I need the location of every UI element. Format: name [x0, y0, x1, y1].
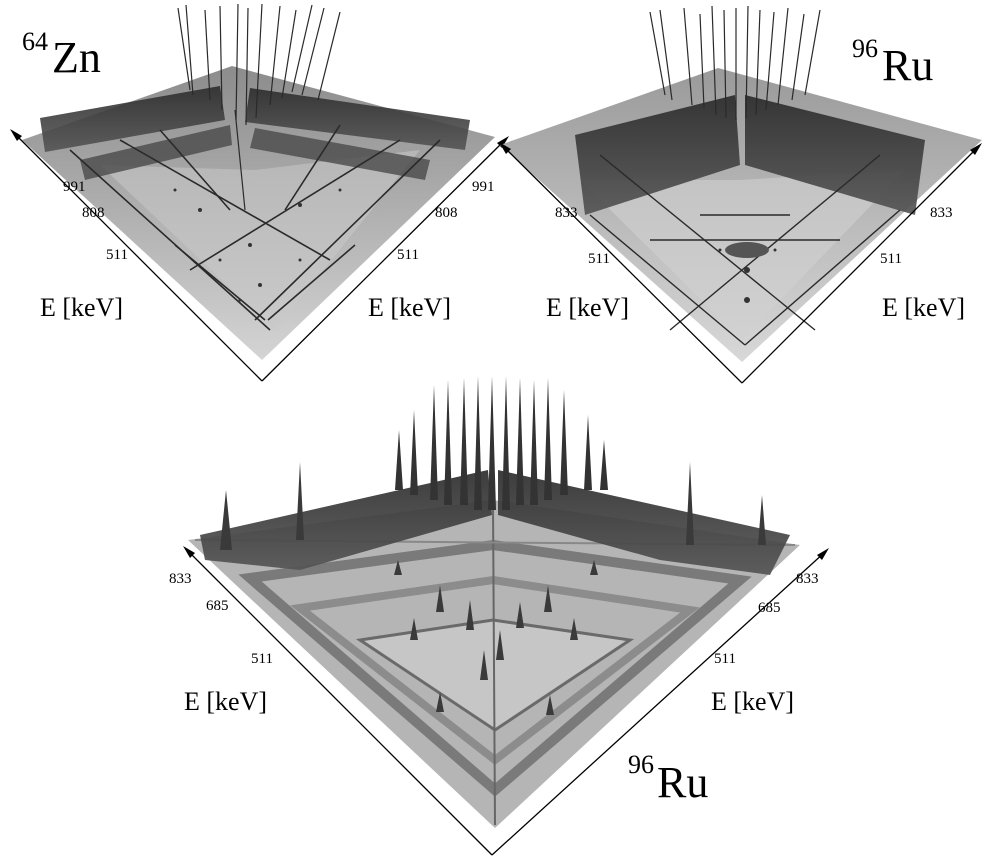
axis-label-left: E [keV]: [184, 687, 267, 716]
coincidence-peaks: [173, 188, 342, 302]
isotope-mass: 96: [852, 34, 878, 63]
inner-floor-region: [100, 150, 420, 330]
tick-left: 991: [63, 179, 86, 195]
isotope-symbol: Zn: [52, 33, 101, 82]
coincidence-peaks: [220, 462, 766, 715]
projection-wall-right: [245, 88, 470, 150]
diagonal-peaks: [177, 3, 341, 211]
tick-left: 833: [169, 571, 192, 587]
diagonal-peaks: [395, 376, 608, 510]
panel-top-right: 833 511 833 511 E [keV] E [keV] 96 Ru: [499, 5, 982, 384]
isotope-mass: 64: [22, 27, 48, 56]
panel-bottom: 833 685 511 833 685 511 E [keV] E [keV] …: [169, 376, 829, 856]
tick-left: 511: [588, 251, 610, 267]
panel-top-left: 991 808 511 991 808 511 E [keV] E [keV] …: [10, 3, 509, 382]
tick-right: 808: [435, 205, 458, 221]
tick-right: 833: [796, 571, 819, 587]
projection-wall-left: [40, 86, 225, 152]
isotope-label: 64 Zn: [22, 27, 101, 82]
axes-top-right: [499, 142, 982, 384]
axis-label-right: E [keV]: [711, 687, 794, 716]
axis-label-left: E [keV]: [40, 293, 123, 322]
projection-wall-right: [745, 95, 925, 215]
tick-right: 833: [930, 205, 953, 221]
isotope-label: 96 Ru: [852, 34, 933, 90]
tick-left: 511: [106, 247, 128, 263]
coincidence-peaks: [718, 242, 777, 303]
projection-wall-left: [200, 470, 492, 570]
tick-right: 511: [714, 651, 736, 667]
axis-label-right: E [keV]: [882, 293, 965, 322]
isotope-label: 96 Ru: [628, 750, 708, 807]
tick-right: 685: [758, 600, 781, 616]
projection-wall-right: [498, 470, 790, 575]
axis-label-left: E [keV]: [546, 293, 629, 322]
projection-wall-left: [575, 95, 740, 215]
tick-left: 808: [82, 205, 105, 221]
diagonal-peaks: [649, 5, 821, 120]
isotope-symbol: Ru: [657, 758, 708, 807]
tick-left: 511: [251, 651, 273, 667]
projection-wall-right-2: [250, 128, 430, 180]
tick-right: 511: [397, 247, 419, 263]
tick-left: 685: [206, 598, 229, 614]
projection-wall-left-2: [80, 125, 232, 180]
axes-bottom: [183, 546, 829, 856]
isotope-mass: 96: [628, 750, 654, 779]
tick-right: 511: [880, 251, 902, 267]
coincidence-lines: [69, 124, 441, 331]
isotope-symbol: Ru: [882, 41, 933, 90]
axis-label-right: E [keV]: [368, 293, 451, 322]
diagonal-line: [492, 504, 496, 826]
tick-right: 991: [472, 179, 495, 195]
coincidence-lines: [589, 154, 901, 346]
tick-left: 833: [555, 205, 578, 221]
